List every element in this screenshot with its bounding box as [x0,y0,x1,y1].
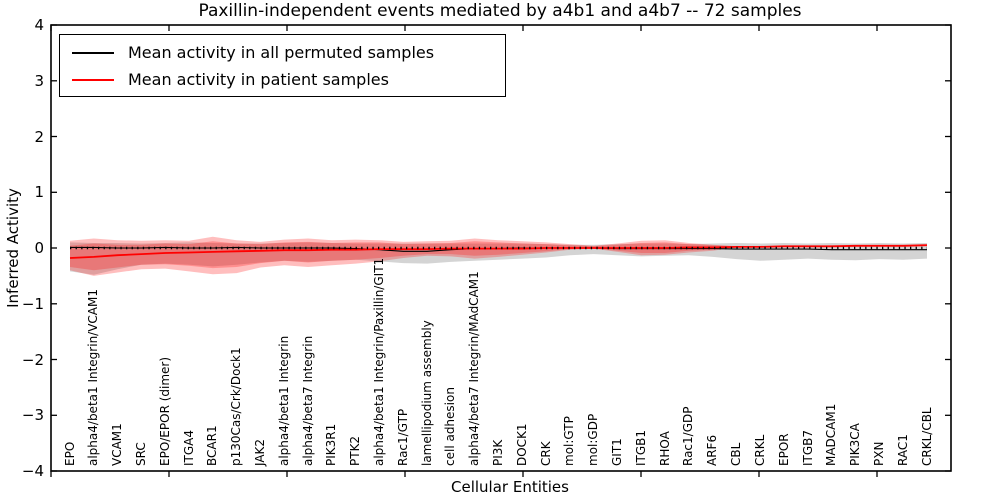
x-tick-label: BCAR1 [205,425,220,466]
x-tick-label: ARF6 [705,434,720,466]
x-tick-label: mol:GTP [562,416,577,466]
x-tick-label: EPO/EPOR (dimer) [157,356,172,466]
x-tick-label: Rac1/GTP [395,408,410,466]
x-tick-label: alpha4/beta7 Integrin [300,335,315,466]
x-tick-label: PTK2 [348,435,363,466]
x-tick-label: VCAM1 [110,423,125,466]
x-tick-label: PIK3CA [848,423,863,466]
x-tick-label: RHOA [657,431,672,466]
legend-line-black [72,51,114,54]
x-tick-label: cell adhesion [443,387,458,466]
mean-line-patient [69,244,928,259]
x-tick-label: alpha4/beta1 Integrin [276,335,291,466]
x-tick-label: alpha4/beta1 Integrin/VCAM1 [86,289,101,466]
x-tick-label: RAC1 [895,434,910,466]
y-tick-label: 3 [34,71,44,90]
x-tick-label: GIT1 [610,438,624,466]
x-tick-label: CRKL/CBL [919,407,934,466]
x-tick-label: CRKL [752,434,767,466]
x-tick-label: ITGB1 [633,429,648,466]
x-tick-label: EPO [62,441,77,466]
legend: Mean activity in all permuted samples Me… [59,34,506,97]
x-tick-label: PIK3R1 [324,423,339,466]
legend-label: Mean activity in patient samples [128,70,389,89]
x-tick-label: SRC [133,442,148,466]
y-tick-label: 2 [34,127,44,146]
x-tick-label: alpha4/beta7 Integrin/MAdCAM1 [467,271,482,466]
x-tick-label: ITGA4 [181,429,196,466]
y-tick-label: −4 [21,462,44,480]
x-tick-label: DOCK1 [514,423,529,466]
x-tick-label: CBL [729,442,744,466]
legend-label: Mean activity in all permuted samples [128,43,435,62]
y-tick-label: −2 [21,350,44,369]
x-tick-label: p130Cas/Crk/Dock1 [229,347,244,466]
x-tick-label: PXN [871,441,886,466]
y-tick-label: 1 [34,183,44,202]
legend-item: Mean activity in all permuted samples [72,39,505,66]
x-tick-label: alpha4/beta1 Integrin/Paxillin/GIT1 [372,257,386,466]
x-tick-label: mol:GDP [586,413,601,466]
y-tick-label: −3 [21,406,44,425]
x-axis-label: Cellular Entities [451,478,569,496]
x-tick-label: ITGB7 [800,429,815,466]
legend-line-red [72,78,114,81]
legend-item: Mean activity in patient samples [72,66,505,93]
x-tick-label: PI3K [491,439,505,466]
x-tick-label: EPOR [776,433,791,466]
chart-title: Paxillin-independent events mediated by … [198,1,802,21]
x-tick-label: Rac1/GDP [681,406,696,466]
x-tick-label: CRK [538,441,553,466]
y-tick-label: 4 [34,16,44,34]
x-tick-label: MADCAM1 [824,403,839,466]
y-tick-label: 0 [34,239,44,257]
y-tick-label: −1 [21,294,44,313]
x-tick-label: lamellipodium assembly [419,320,434,466]
x-tick-label: JAK2 [252,438,267,466]
